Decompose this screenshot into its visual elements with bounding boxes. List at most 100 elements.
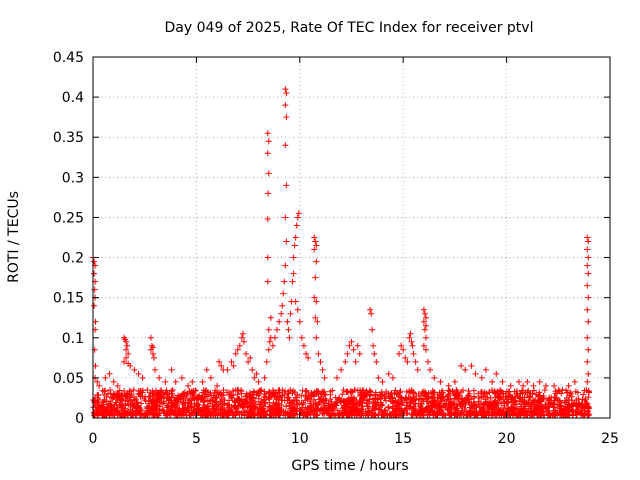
data-point (584, 282, 591, 289)
baseline-point (393, 404, 400, 411)
baseline-point (509, 407, 516, 414)
data-point (379, 378, 386, 385)
baseline-point (163, 390, 170, 397)
baseline-point (150, 411, 157, 418)
baseline-point (368, 412, 375, 419)
baseline-point (276, 412, 283, 419)
y-axis-title: ROTI / TECUs (6, 191, 22, 283)
baseline-point (238, 387, 245, 394)
baseline-point (483, 390, 490, 397)
baseline-point (150, 393, 157, 400)
baseline-point (471, 393, 478, 400)
baseline-point (233, 408, 240, 415)
baseline-point (438, 411, 445, 418)
baseline-point (107, 386, 114, 393)
baseline-point (410, 407, 417, 414)
baseline-point (354, 405, 361, 412)
baseline-point (258, 412, 265, 419)
baseline-point (114, 395, 121, 402)
data-point (287, 310, 294, 317)
baseline-point (266, 406, 273, 413)
baseline-point (582, 402, 589, 409)
data-point (585, 294, 592, 301)
baseline-point (270, 390, 277, 397)
data-point (468, 362, 475, 369)
data-point (385, 370, 392, 377)
data-point (431, 374, 438, 381)
baseline-point (207, 400, 214, 407)
data-point (281, 278, 288, 285)
baseline-point (447, 412, 454, 419)
baseline-point (546, 400, 553, 407)
data-point (216, 358, 223, 365)
data-point (152, 366, 159, 373)
data-point (422, 314, 429, 321)
baseline-point (183, 392, 190, 399)
baseline-point (225, 408, 232, 415)
baseline-point (358, 389, 365, 396)
data-point (421, 310, 428, 317)
baseline-point (396, 401, 403, 408)
data-point (264, 150, 271, 157)
baseline-point (453, 391, 460, 398)
baseline-point (332, 412, 339, 419)
baseline-point (566, 411, 573, 418)
baseline-point (477, 404, 484, 411)
baseline-point (126, 388, 133, 395)
baseline-point (539, 405, 546, 412)
x-tick-label: 10 (291, 431, 309, 447)
baseline-point (475, 398, 482, 405)
baseline-point (129, 401, 136, 408)
data-point (315, 350, 322, 357)
baseline-point (226, 401, 233, 408)
data-point (402, 354, 409, 361)
baseline-point (468, 396, 475, 403)
data-point (274, 326, 281, 333)
data-point (346, 342, 353, 349)
baseline-point (282, 388, 289, 395)
data-point (124, 342, 131, 349)
baseline-point (486, 389, 493, 396)
baseline-point (416, 395, 423, 402)
baseline-point (568, 393, 575, 400)
baseline-point (246, 399, 253, 406)
baseline-point (314, 389, 321, 396)
baseline-point (489, 411, 496, 418)
baseline-point (116, 387, 123, 394)
data-point (135, 370, 142, 377)
baseline-point (397, 394, 404, 401)
data-point (516, 378, 523, 385)
baseline-point (390, 403, 397, 410)
baseline-point (360, 393, 367, 400)
data-point (354, 342, 361, 349)
baseline-point (240, 398, 247, 405)
y-tick-label: 0.1 (62, 331, 84, 347)
baseline-point (161, 391, 168, 398)
data-point (147, 334, 154, 341)
baseline-point (202, 393, 209, 400)
baseline-point (212, 387, 219, 394)
y-tick-label: 0.2 (62, 251, 84, 267)
baseline-point (238, 401, 245, 408)
data-point (127, 362, 134, 369)
baseline-point (403, 405, 410, 412)
baseline-point (438, 391, 445, 398)
baseline-point (94, 397, 101, 403)
baseline-point (313, 388, 320, 395)
baseline-point (268, 412, 275, 419)
baseline-point (127, 406, 134, 413)
baseline-point (201, 397, 208, 404)
data-point (451, 378, 458, 385)
grid-layer (93, 57, 610, 418)
data-point (245, 358, 252, 365)
baseline-point (486, 404, 493, 411)
baseline-point (385, 404, 392, 411)
data-point (585, 370, 592, 377)
baseline-point (541, 412, 548, 419)
baseline-point (252, 398, 259, 405)
baseline-point (188, 403, 195, 410)
baseline-point (355, 411, 362, 418)
data-point (240, 338, 247, 345)
data-point (422, 322, 429, 329)
baseline-point (283, 403, 290, 410)
